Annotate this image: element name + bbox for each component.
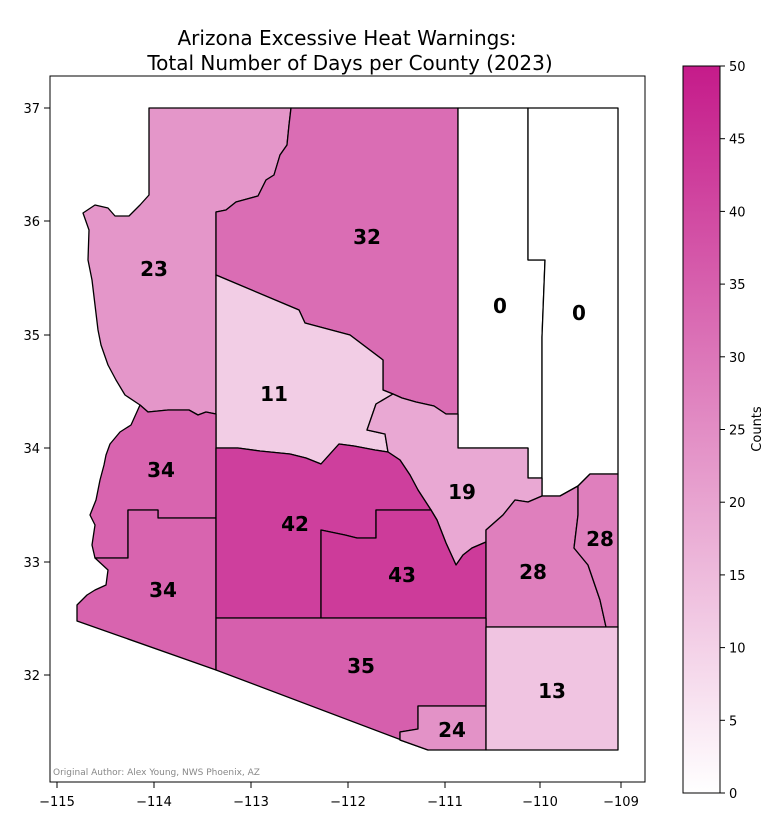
map-title-line1: Arizona Excessive Heat Warnings: — [178, 26, 517, 50]
y-axis-ticks: 37 36 35 34 33 32 — [23, 102, 50, 684]
colorbar-tick-label: 5 — [729, 714, 737, 729]
y-tick-label: 34 — [23, 442, 40, 457]
county-value-label-santa-cruz: 24 — [438, 718, 466, 742]
x-tick-label: −113 — [233, 795, 269, 810]
y-tick-label: 32 — [23, 669, 40, 684]
colorbar-tick-label: 20 — [729, 496, 746, 511]
county-value-label-greenlee: 28 — [586, 527, 614, 551]
county-value-label-graham: 28 — [519, 560, 547, 584]
colorbar — [682, 65, 721, 794]
county-value-label-yuma: 34 — [149, 578, 177, 602]
colorbar-tick-label: 40 — [729, 205, 746, 220]
county-layer — [76, 107, 619, 751]
county-yuma[interactable] — [76, 509, 217, 671]
county-value-label-pima: 35 — [347, 654, 375, 678]
colorbar-tick-label: 10 — [729, 642, 746, 657]
county-value-label-maricopa: 42 — [281, 512, 309, 536]
county-value-label-mohave: 23 — [140, 257, 168, 281]
x-tick-label: −112 — [330, 795, 366, 810]
county-value-label-cochise: 13 — [538, 679, 566, 703]
county-value-label-gila: 19 — [448, 480, 476, 504]
colorbar-label: Counts — [750, 406, 765, 452]
county-value-label-coconino: 32 — [353, 225, 381, 249]
map-title-line2: Total Number of Days per County (2023) — [146, 51, 552, 75]
county-label-layer: 23 32 0 0 11 19 34 34 42 43 28 28 35 24 13 — [140, 225, 614, 742]
y-tick-label: 37 — [23, 102, 40, 117]
x-tick-label: −115 — [39, 795, 75, 810]
colorbar-tick-label: 0 — [729, 787, 737, 802]
county-value-label-apache: 0 — [572, 301, 586, 325]
x-axis-ticks: −115 −114 −113 −112 −111 −110 −109 — [39, 782, 639, 810]
y-tick-label: 36 — [23, 215, 40, 230]
x-tick-label: −111 — [427, 795, 463, 810]
county-value-label-pinal: 43 — [388, 563, 416, 587]
county-value-label-navajo: 0 — [493, 294, 507, 318]
county-value-label-yavapai: 11 — [260, 382, 288, 406]
county-cochise[interactable] — [485, 626, 619, 751]
county-value-label-la-paz: 34 — [147, 458, 175, 482]
colorbar-tick-label: 45 — [729, 133, 746, 148]
colorbar-tick-label: 30 — [729, 351, 746, 366]
colorbar-tick-label: 35 — [729, 278, 746, 293]
x-tick-label: −109 — [603, 795, 639, 810]
colorbar-tick-label: 25 — [729, 424, 746, 439]
credit-text: Original Author: Alex Young, NWS Phoenix… — [53, 768, 260, 778]
colorbar-tick-label: 15 — [729, 569, 746, 584]
x-tick-label: −110 — [522, 795, 558, 810]
colorbar-ticks: 0 5 10 15 20 25 30 35 40 45 50 — [720, 60, 746, 802]
county-greenlee[interactable] — [573, 473, 619, 628]
y-tick-label: 33 — [23, 556, 40, 571]
x-tick-label: −114 — [136, 795, 172, 810]
colorbar-tick-label: 50 — [729, 60, 746, 75]
y-tick-label: 35 — [23, 329, 40, 344]
